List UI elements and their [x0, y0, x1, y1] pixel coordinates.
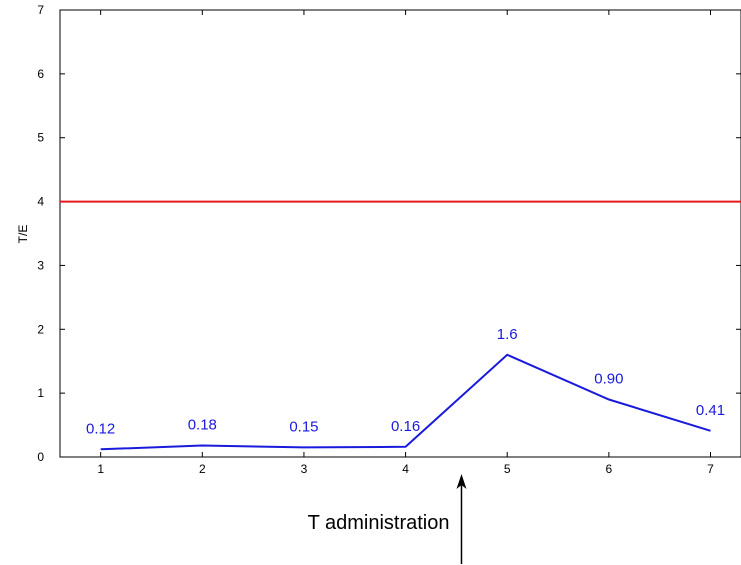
y-tick-label: 5	[37, 131, 44, 145]
y-tick-label: 2	[37, 322, 44, 336]
data-label: 0.90	[594, 371, 623, 388]
plot-area	[59, 9, 741, 458]
data-label: 0.41	[696, 402, 725, 419]
x-axis: 1 2 3 4 5 6 7	[97, 10, 714, 476]
y-tick-label: 1	[37, 386, 44, 400]
x-tick-label: 1	[97, 462, 104, 476]
x-tick-label: 5	[504, 462, 511, 476]
data-label: 1.6	[497, 326, 518, 343]
y-tick-label: 4	[37, 195, 44, 209]
data-label: 0.15	[289, 418, 318, 435]
y-axis-label: T/E	[16, 225, 30, 244]
data-label: 0.12	[86, 420, 115, 437]
y-tick-label: 3	[37, 258, 44, 272]
y-tick-label: 0	[37, 450, 44, 464]
x-tick-label: 3	[301, 462, 308, 476]
annotation: T administration	[308, 474, 467, 564]
y-tick-label: 7	[37, 3, 44, 17]
y-tick-label: 6	[37, 67, 44, 81]
x-tick-label: 2	[199, 462, 206, 476]
x-tick-label: 6	[606, 462, 613, 476]
annotation-arrow-head	[456, 474, 467, 489]
data-label: 0.16	[391, 418, 420, 435]
series-line	[100, 353, 711, 451]
data-label: 0.18	[188, 417, 217, 434]
x-tick-label: 7	[707, 462, 714, 476]
x-tick-label: 4	[402, 462, 409, 476]
data-labels: 0.12 0.18 0.15 0.16 1.6 0.90 0.41	[86, 326, 725, 438]
annotation-text: T administration	[308, 512, 450, 534]
